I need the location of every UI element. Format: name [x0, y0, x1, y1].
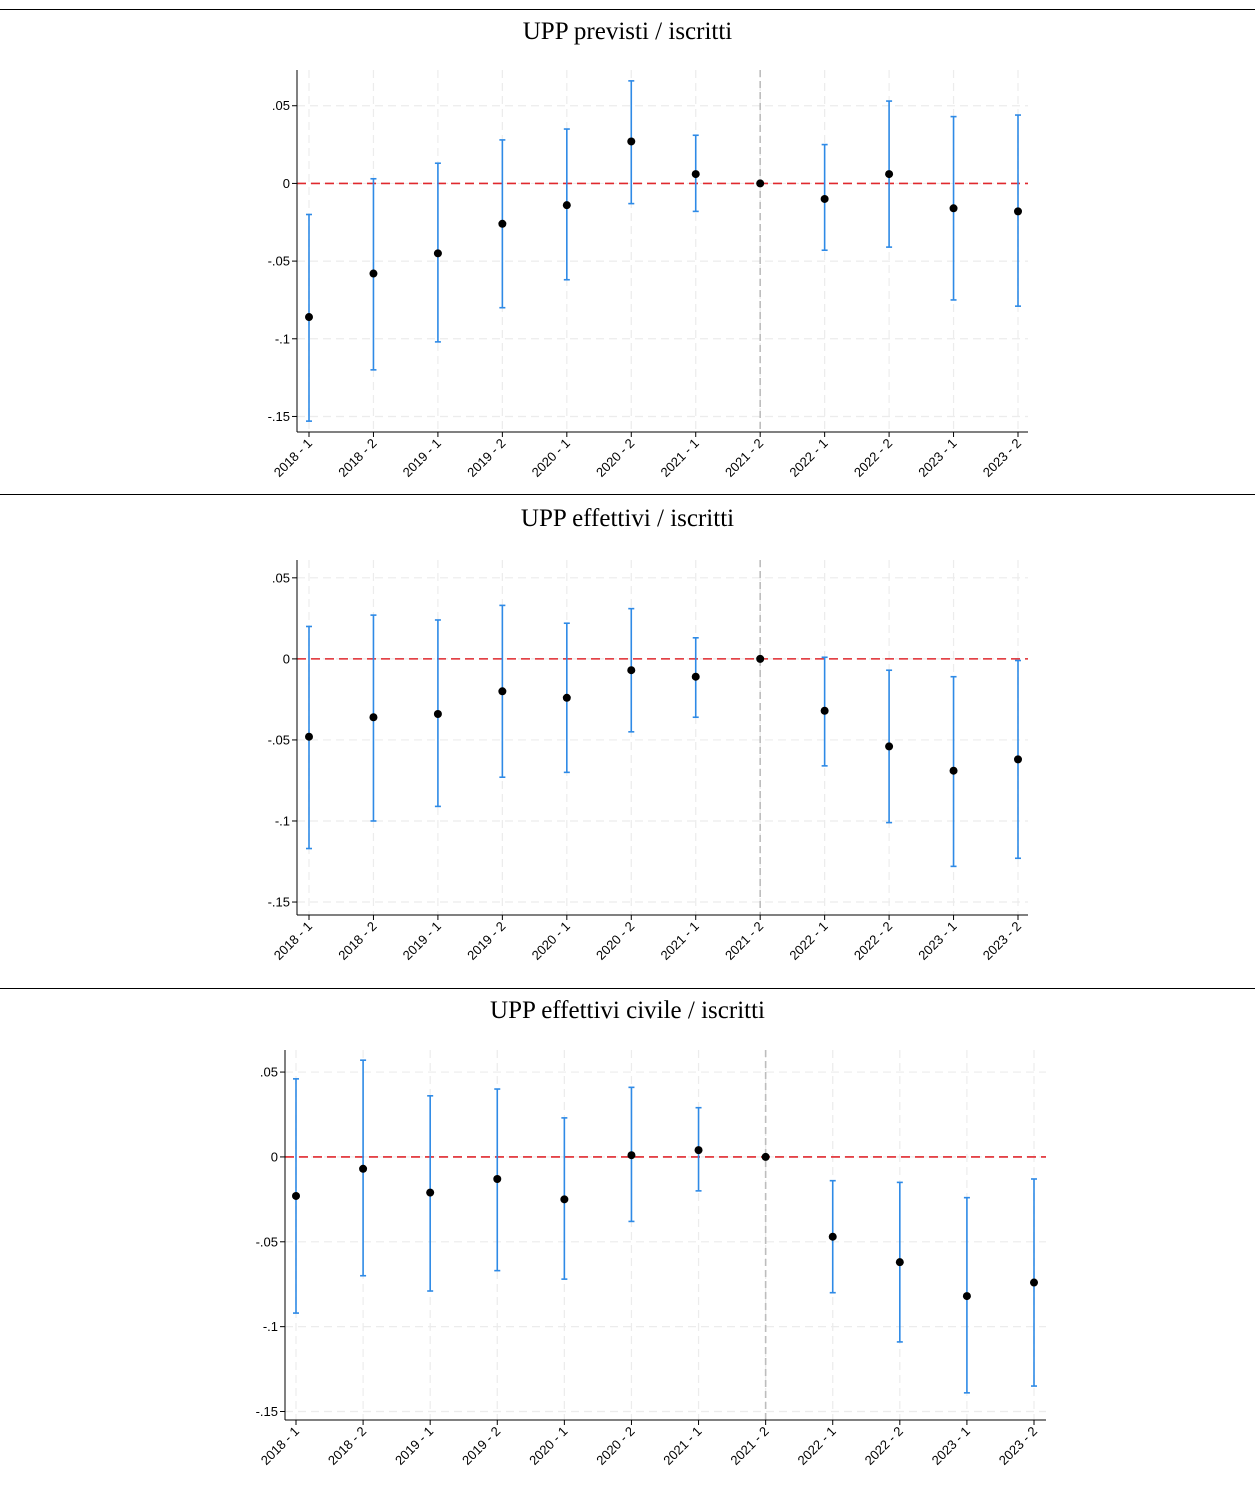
- panel-title-1: UPP previsti / iscritti: [522, 18, 733, 45]
- x-tick-label: 2022 - 1: [795, 1424, 839, 1468]
- point-estimate: [305, 732, 313, 741]
- x-tick-label: 2018 - 1: [258, 1424, 302, 1468]
- point-estimate: [369, 713, 378, 722]
- separator-rule-1: [0, 494, 1255, 495]
- x-tick-label: 2021 - 1: [658, 919, 702, 963]
- point-estimate: [493, 1174, 502, 1183]
- point-estimate: [426, 1188, 435, 1197]
- y-tick-label: -.15: [268, 895, 290, 910]
- x-tick-label: 2023 - 1: [915, 436, 959, 480]
- point-estimate: [691, 170, 700, 179]
- y-tick-label: 0: [283, 651, 290, 666]
- point-estimate: [305, 313, 313, 322]
- point-estimate: [433, 709, 442, 718]
- x-tick-label: 2022 - 1: [786, 436, 830, 480]
- point-estimate: [885, 742, 894, 751]
- top-rule: [0, 9, 1255, 10]
- x-tick-label: 2022 - 2: [851, 436, 895, 480]
- x-tick-label: 2023 - 2: [996, 1424, 1040, 1468]
- point-estimate: [1014, 755, 1022, 764]
- y-tick-label: -.1: [275, 331, 290, 346]
- coefficient-plot-upp-effettivi-civile: .05 0 -.05 -.1 -.15 2018 - 1 2018 - 2 2019 - 1 2…: [256, 1050, 1046, 1468]
- point-estimate: [761, 1152, 770, 1161]
- point-estimate: [1014, 207, 1022, 216]
- x-tick-label: 2021 - 2: [722, 436, 766, 480]
- x-tick-label: 2019 - 1: [392, 1424, 436, 1468]
- x-tick-label: 2018 - 2: [335, 919, 379, 963]
- point-estimate: [292, 1191, 300, 1200]
- x-tick-label: 2019 - 1: [400, 436, 444, 480]
- x-tick-label: 2020 - 2: [593, 1424, 637, 1468]
- x-tick-label: 2018 - 1: [271, 436, 315, 480]
- point-estimate: [359, 1164, 368, 1173]
- point-estimate: [627, 1151, 636, 1160]
- y-tick-label: -.15: [256, 1404, 278, 1419]
- point-estimate: [885, 170, 894, 179]
- y-tick-label: .05: [272, 570, 290, 585]
- x-tick-label: 2023 - 2: [980, 919, 1024, 963]
- point-estimate: [949, 204, 958, 213]
- point-estimate: [562, 201, 571, 210]
- point-estimate: [369, 269, 378, 278]
- y-tick-label: -.05: [268, 254, 290, 269]
- x-tick-label: 2022 - 1: [786, 919, 830, 963]
- y-tick-label: -.15: [268, 409, 290, 424]
- x-tick-label: 2023 - 1: [929, 1424, 973, 1468]
- point-estimate: [560, 1195, 569, 1204]
- y-tick-label: .05: [260, 1065, 278, 1080]
- panel-title-2: UPP effettivi / iscritti: [520, 505, 735, 532]
- point-estimate: [498, 219, 507, 228]
- x-tick-label: 2018 - 2: [335, 436, 379, 480]
- point-estimate: [1030, 1278, 1038, 1287]
- y-tick-label: -.05: [256, 1234, 278, 1249]
- x-tick-label: 2018 - 1: [271, 919, 315, 963]
- point-estimate: [433, 249, 442, 258]
- x-tick-label: 2019 - 2: [459, 1424, 503, 1468]
- point-estimate: [820, 194, 829, 203]
- x-tick-label: 2019 - 2: [464, 436, 508, 480]
- point-estimate: [694, 1146, 703, 1155]
- point-estimate: [756, 179, 765, 188]
- y-tick-label: 0: [271, 1149, 278, 1164]
- point-estimate: [828, 1232, 837, 1241]
- y-tick-label: -.05: [268, 732, 290, 747]
- separator-rule-2: [0, 988, 1255, 989]
- x-tick-label: 2023 - 1: [915, 919, 959, 963]
- x-tick-label: 2020 - 1: [529, 436, 573, 480]
- x-tick-label: 2021 - 1: [658, 436, 702, 480]
- x-tick-label: 2021 - 1: [660, 1424, 704, 1468]
- y-tick-label: 0: [283, 176, 290, 191]
- point-estimate: [627, 666, 636, 675]
- point-estimate: [949, 766, 958, 775]
- point-estimate: [820, 706, 829, 715]
- x-tick-label: 2021 - 2: [727, 1424, 771, 1468]
- point-estimate: [691, 672, 700, 681]
- x-tick-label: 2019 - 1: [400, 919, 444, 963]
- x-tick-label: 2023 - 2: [980, 436, 1024, 480]
- x-tick-label: 2022 - 2: [862, 1424, 906, 1468]
- point-estimate: [962, 1292, 971, 1301]
- y-tick-label: -.1: [275, 813, 290, 828]
- x-tick-label: 2020 - 2: [593, 436, 637, 480]
- point-estimate: [562, 693, 571, 702]
- y-tick-label: -.1: [263, 1319, 278, 1334]
- y-tick-label: .05: [272, 98, 290, 113]
- x-tick-label: 2021 - 2: [722, 919, 766, 963]
- point-estimate: [895, 1258, 904, 1267]
- coefficient-plot-upp-previsti: .05 0 -.05 -.1 -.15 2018 - 1 2018 - 2 2019 - 1 2…: [268, 70, 1028, 480]
- x-tick-label: 2018 - 2: [325, 1424, 369, 1468]
- x-tick-label: 2019 - 2: [464, 919, 508, 963]
- point-estimate: [756, 654, 765, 663]
- x-tick-label: 2020 - 1: [529, 919, 573, 963]
- point-estimate: [498, 687, 507, 696]
- x-tick-label: 2020 - 2: [593, 919, 637, 963]
- x-tick-label: 2022 - 2: [851, 919, 895, 963]
- panel-title-3: UPP effettivi civile / iscritti: [490, 997, 765, 1024]
- x-tick-label: 2020 - 1: [526, 1424, 570, 1468]
- coefficient-plot-upp-effettivi: .05 0 -.05 -.1 -.15 2018 - 1 2018 - 2 2019 - 1 2…: [268, 560, 1028, 963]
- point-estimate: [627, 137, 636, 146]
